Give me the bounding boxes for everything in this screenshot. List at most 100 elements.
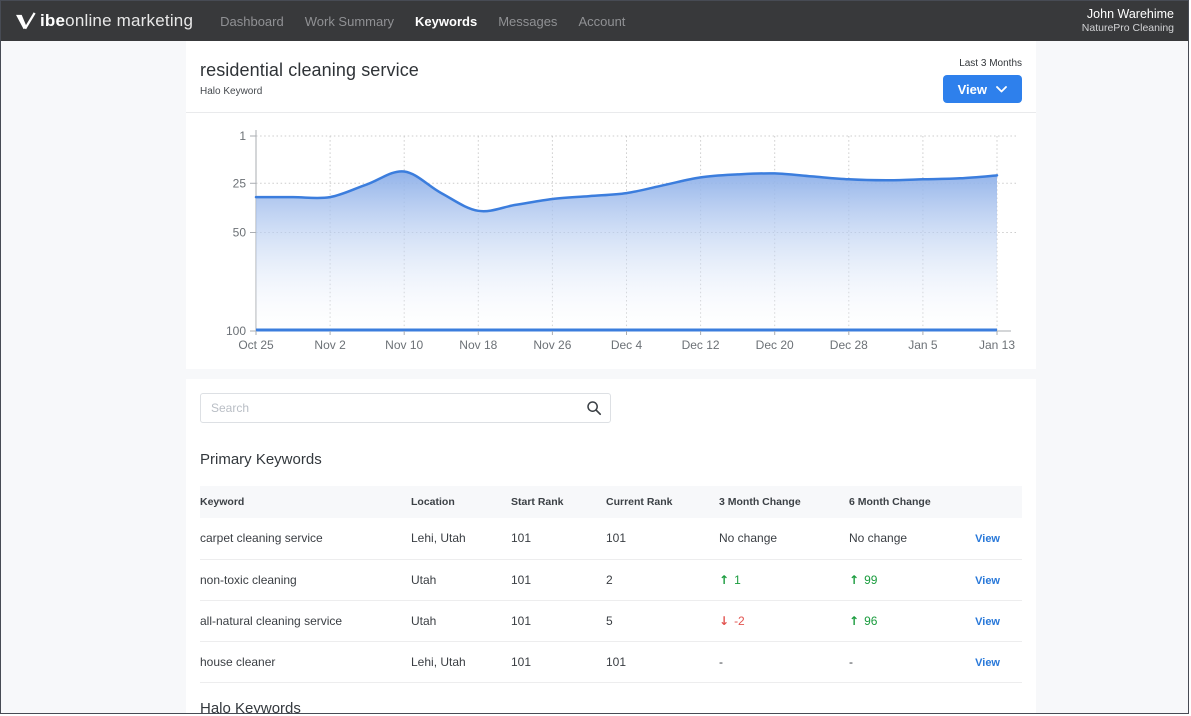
svg-text:100: 100	[226, 324, 246, 338]
page-title: residential cleaning service	[200, 60, 419, 80]
col-keyword: Keyword	[200, 486, 411, 518]
action-cell: View	[961, 518, 1022, 560]
arrow-down-icon: ↓	[719, 613, 730, 628]
search-icon[interactable]	[586, 400, 602, 416]
user-company: NaturePro Cleaning	[1081, 22, 1174, 35]
current-rank-cell: 2	[606, 559, 719, 601]
col-action	[961, 486, 1022, 518]
user-info[interactable]: John Warehime NaturePro Cleaning	[1082, 7, 1174, 36]
primary-keywords-table: Keyword Location Start Rank Current Rank…	[200, 486, 1022, 683]
keywords-table-card: Primary Keywords Keyword Location Start …	[186, 379, 1036, 714]
arrow-up-icon: ↑	[719, 572, 730, 587]
svg-text:Dec 28: Dec 28	[830, 338, 868, 352]
chart-controls: Last 3 Months View	[942, 58, 1022, 103]
user-name: John Warehime	[1086, 6, 1174, 21]
page-subtitle: Halo Keyword	[200, 86, 263, 97]
svg-text:Jan 5: Jan 5	[908, 338, 938, 352]
title-block: residential cleaning service Halo Keywor…	[200, 60, 419, 97]
row-view-link[interactable]: View	[975, 533, 1000, 546]
action-cell: View	[961, 600, 1022, 642]
change-3mo-cell: No change	[719, 518, 849, 560]
svg-text:Nov 18: Nov 18	[459, 338, 497, 352]
change-value: 99	[864, 572, 878, 587]
search-box	[200, 393, 611, 423]
view-button-label: View	[957, 81, 987, 97]
action-cell: View	[961, 641, 1022, 683]
svg-text:Jan 13: Jan 13	[979, 338, 1015, 352]
start-rank-cell: 101	[511, 641, 606, 683]
view-dropdown-button[interactable]: View	[942, 75, 1022, 103]
row-view-link[interactable]: View	[975, 656, 1000, 669]
start-rank-cell: 101	[511, 559, 606, 601]
top-navbar: ibe online marketing Dashboard Work Summ…	[1, 1, 1188, 41]
page-body: residential cleaning service Halo Keywor…	[1, 41, 1188, 714]
svg-text:Nov 26: Nov 26	[533, 338, 571, 352]
location-cell: Utah	[411, 600, 511, 642]
change-value: -2	[734, 613, 745, 628]
nav-item-dashboard[interactable]: Dashboard	[220, 13, 284, 29]
change-6mo-cell: ↑ 99	[849, 559, 961, 601]
svg-text:1: 1	[239, 129, 246, 143]
change-value: -	[719, 654, 723, 669]
nav-item-messages[interactable]: Messages	[498, 13, 558, 29]
location-cell: Lehi, Utah	[411, 518, 511, 560]
table-row: all-natural cleaning service Utah 101 5 …	[200, 600, 1022, 642]
svg-text:25: 25	[233, 176, 247, 190]
nav-item-keywords[interactable]: Keywords	[415, 13, 478, 29]
action-cell: View	[961, 559, 1022, 601]
change-3mo-cell: ↓ -2	[719, 600, 849, 642]
svg-text:Dec 20: Dec 20	[756, 338, 794, 352]
svg-text:50: 50	[233, 226, 247, 240]
arrow-up-icon: ↑	[849, 613, 860, 628]
section-primary-keywords: Primary Keywords	[200, 451, 322, 468]
content-column: residential cleaning service Halo Keywor…	[186, 41, 1036, 714]
change-3mo-cell: ↑ 1	[719, 559, 849, 601]
table-row: house cleaner Lehi, Utah 101 101 - - Vie…	[200, 641, 1022, 683]
col-start-rank: Start Rank	[511, 486, 606, 518]
search-input[interactable]	[200, 393, 611, 423]
col-location: Location	[411, 486, 511, 518]
brand-logo[interactable]: ibe online marketing	[15, 11, 193, 31]
change-6mo-cell: No change	[849, 518, 961, 560]
location-cell: Lehi, Utah	[411, 641, 511, 683]
primary-nav: Dashboard Work Summary Keywords Messages…	[220, 14, 625, 29]
change-3mo-cell: -	[719, 641, 849, 683]
keyword-cell: house cleaner	[200, 641, 411, 683]
col-3-month-change: 3 Month Change	[719, 486, 849, 518]
current-rank-cell: 101	[606, 641, 719, 683]
keyword-cell: carpet cleaning service	[200, 518, 411, 560]
change-value: No change	[849, 531, 908, 546]
change-6mo-cell: -	[849, 641, 961, 683]
table-header-row: Keyword Location Start Rank Current Rank…	[200, 486, 1022, 518]
brand-name-rest: online marketing	[65, 11, 194, 30]
svg-text:Dec 4: Dec 4	[611, 338, 643, 352]
period-label: Last 3 Months	[959, 58, 1022, 69]
chart-card-header: residential cleaning service Halo Keywor…	[186, 41, 1036, 113]
svg-text:Nov 2: Nov 2	[314, 338, 346, 352]
start-rank-cell: 101	[511, 518, 606, 560]
row-view-link[interactable]: View	[975, 615, 1000, 628]
nav-item-account[interactable]: Account	[578, 13, 626, 29]
row-view-link[interactable]: View	[975, 574, 1000, 587]
section-halo-keywords: Halo Keywords	[200, 699, 301, 714]
arrow-up-icon: ↑	[849, 572, 860, 587]
brand-name-bold: ibe	[40, 11, 66, 30]
vibe-v-icon	[16, 11, 36, 29]
svg-text:Oct 25: Oct 25	[238, 338, 274, 352]
col-current-rank: Current Rank	[606, 486, 719, 518]
current-rank-cell: 101	[606, 518, 719, 560]
current-rank-cell: 5	[606, 600, 719, 642]
change-value: 96	[864, 613, 878, 628]
nav-item-work-summary[interactable]: Work Summary	[304, 13, 395, 29]
change-value: No change	[719, 531, 778, 546]
svg-text:Nov 10: Nov 10	[385, 338, 423, 352]
start-rank-cell: 101	[511, 600, 606, 642]
location-cell: Utah	[411, 559, 511, 601]
chevron-down-icon	[996, 85, 1007, 92]
keyword-chart-card: residential cleaning service Halo Keywor…	[186, 41, 1036, 369]
keyword-cell: all-natural cleaning service	[200, 600, 411, 642]
chart-area: 1 25 50 100 Oct 25 Nov 2 Nov 10 Nov 18 Nov 26 Dec…	[186, 113, 1036, 369]
change-6mo-cell: ↑ 96	[849, 600, 961, 642]
